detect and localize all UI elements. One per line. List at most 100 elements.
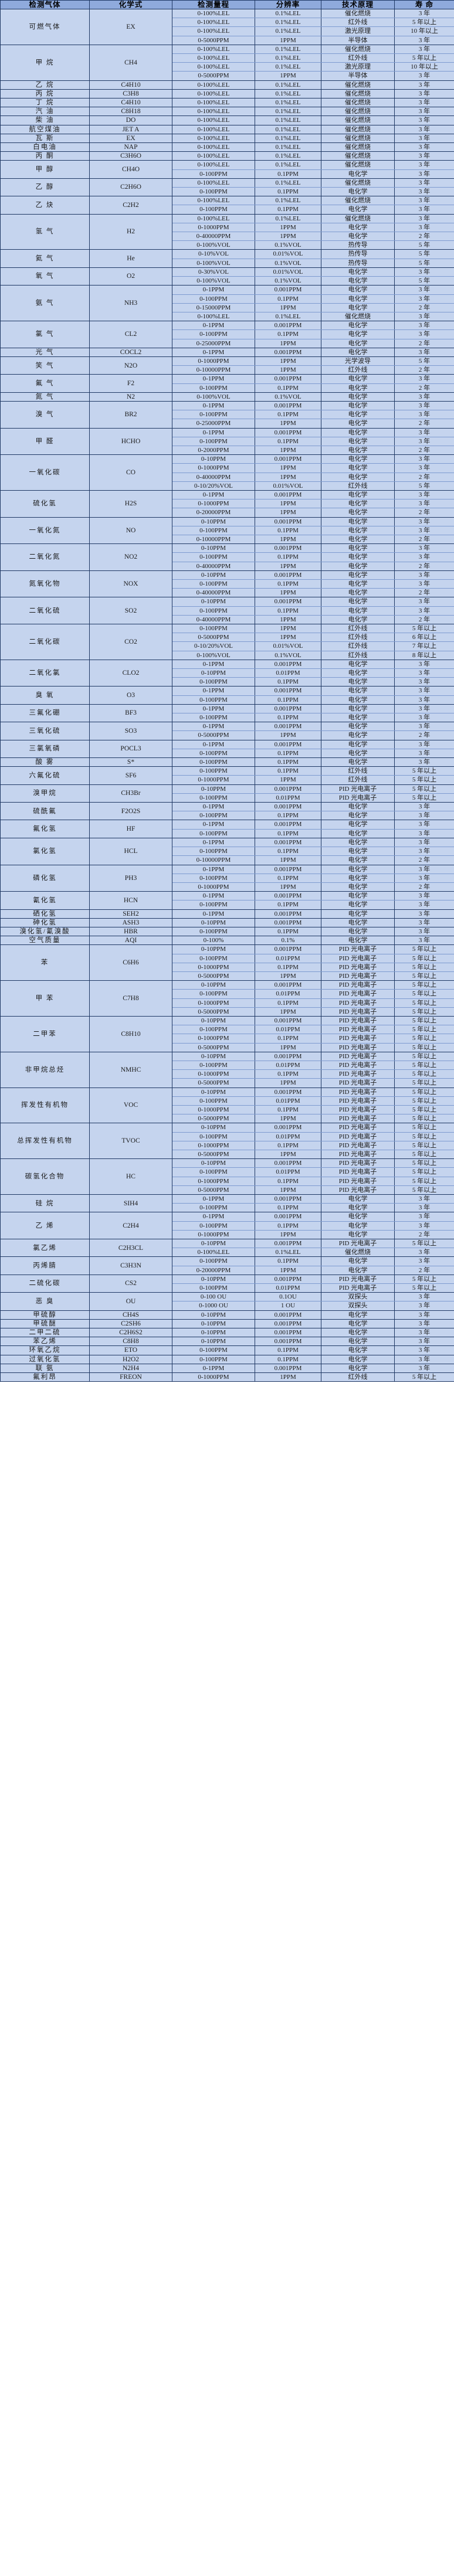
cell-resolution: 1PPM: [255, 365, 321, 375]
cell-technology: PID 光电离子: [321, 1015, 395, 1026]
table-row: 甲硫醚 C2SH6 0-10PPM 0.001PPM 电化学 3 年: [0, 1318, 454, 1329]
cell-lifespan: 3 年: [394, 1354, 454, 1364]
cell-lifespan: 5 年以上: [394, 1087, 454, 1097]
cell-technology: 催化燃烧: [321, 1248, 395, 1258]
table-row: 0-1000PPM 1PPM 电化学 2 年: [1, 1229, 454, 1240]
cell-range: 0-10%VOL: [172, 249, 255, 259]
cell-resolution: 0.001PPM: [255, 686, 321, 696]
cell-technology: 催化燃烧: [321, 115, 395, 125]
cell-resolution: 0.1PPM: [255, 757, 321, 767]
cell-chemical-formula: O2: [89, 267, 172, 286]
cell-lifespan: 5 年以上: [394, 980, 454, 990]
column-header-formula: 化学式: [89, 0, 172, 9]
cell-lifespan: 2 年: [394, 534, 454, 545]
cell-technology: 红外线: [321, 1372, 395, 1382]
cell-technology: 催化燃烧: [321, 196, 395, 206]
cell-gas-name: 恶 臭: [0, 1292, 90, 1311]
cell-lifespan: 3 年: [394, 579, 454, 589]
table-row: 丁 烷 C4H10 0-100%LEL 0.1%LEL 催化燃烧 3 年: [0, 98, 454, 108]
cell-resolution: 0.1PPM: [255, 1069, 321, 1079]
table-row: 0-100PPM 0.1PPM 电化学 3 年: [1, 329, 454, 339]
cell-range: 0-100%LEL: [172, 151, 255, 161]
cell-gas-name: 酸 雾: [0, 757, 90, 767]
cell-range: 0-1PPM: [172, 321, 255, 331]
cell-lifespan: 3 年: [394, 1212, 454, 1222]
cell-range: 0-10000PPM: [172, 855, 255, 865]
cell-range: 0-40000PPM: [172, 232, 255, 242]
cell-range: 0-100PPM: [172, 713, 255, 723]
cell-lifespan: 5 年以上: [394, 1069, 454, 1079]
cell-lifespan: 3 年: [394, 133, 454, 144]
cell-lifespan: 3 年: [394, 80, 454, 90]
cell-chemical-formula: C3H6O: [89, 151, 172, 161]
table-row: 0-25000PPM 1PPM 电化学 2 年: [1, 338, 454, 348]
table-row: 硫酰氟 F2O2S 0-1PPM 0.001PPM 电化学 3 年: [0, 802, 454, 821]
cell-chemical-formula: N2O: [89, 356, 172, 375]
cell-technology: 电化学: [321, 677, 395, 687]
cell-resolution: 1PPM: [255, 1372, 321, 1382]
cell-lifespan: 3 年: [394, 704, 454, 714]
cell-technology: 催化燃烧: [321, 311, 395, 322]
cell-range: 0-1PPM: [172, 427, 255, 437]
cell-range: 0-1000PPM: [172, 1372, 255, 1382]
cell-gas-name: 氟化氢: [0, 820, 90, 838]
cell-lifespan: 3 年: [394, 722, 454, 732]
cell-range: 0-40000PPM: [172, 472, 255, 482]
cell-range: 0-100%LEL: [172, 44, 255, 55]
cell-range: 0-100PPM: [172, 1060, 255, 1070]
cell-resolution: 0.1%LEL: [255, 213, 321, 223]
cell-range: 0-1PPM: [172, 704, 255, 714]
cell-gas-name: 氰化氢: [0, 891, 90, 910]
cell-lifespan: 2 年: [394, 1229, 454, 1240]
cell-technology: 电化学: [321, 730, 395, 740]
cell-chemical-formula: SO2: [89, 597, 172, 625]
cell-gas-name: 挥发性有机物: [0, 1087, 90, 1124]
cell-lifespan: 3 年: [394, 1318, 454, 1329]
cell-technology: 电化学: [321, 891, 395, 901]
cell-resolution: 0.1PPM: [255, 926, 321, 937]
cell-resolution: 0.1PPM: [255, 695, 321, 705]
table-row: 0-100PPM 0.01PPM PID 光电离子 5 年以上: [1, 793, 454, 803]
cell-gas-name: 一氧化氮: [0, 516, 90, 545]
cell-range: 0-1PPM: [172, 374, 255, 384]
cell-technology: 催化燃烧: [321, 178, 395, 188]
table-row: 一氧化氮 NO 0-10PPM 0.001PPM 电化学 3 年: [0, 516, 454, 545]
table-row: 0-100%LEL 0.1%LEL 红外线 5 年以上: [1, 18, 454, 28]
table-row: 0-10PPM 0.01PPM 电化学 3 年: [1, 668, 454, 678]
cell-gas-name: 氦 气: [0, 249, 90, 268]
cell-chemical-formula: DO: [89, 115, 172, 125]
cell-chemical-formula: AQI: [89, 936, 172, 946]
cell-technology: 热传导: [321, 240, 395, 250]
cell-chemical-formula: C4H10: [89, 98, 172, 108]
cell-gas-name: 硒化氢: [0, 909, 90, 919]
cell-technology: 电化学: [321, 321, 395, 331]
cell-technology: 电化学: [321, 1310, 395, 1320]
cell-technology: 电化学: [321, 499, 395, 509]
cell-technology: PID 光电离子: [321, 1007, 395, 1017]
cell-range: 0-5000PPM: [172, 1185, 255, 1195]
cell-technology: 催化燃烧: [321, 8, 395, 19]
cell-chemical-formula: C2H6S2: [89, 1328, 172, 1338]
cell-technology: 电化学: [321, 1221, 395, 1231]
table-header: 检测气体 化学式 检测量程 分辨率 技术原理 寿 命: [0, 0, 454, 9]
cell-technology: 电化学: [321, 427, 395, 437]
cell-lifespan: 5 年: [394, 481, 454, 491]
cell-lifespan: 3 年: [394, 668, 454, 678]
cell-resolution: 1PPM: [255, 1042, 321, 1052]
cell-lifespan: 3 年: [394, 570, 454, 580]
cell-lifespan: 3 年: [394, 436, 454, 446]
cell-resolution: 0.001PPM: [255, 722, 321, 732]
cell-gas-name: 砷化氢: [0, 917, 90, 927]
cell-lifespan: 10 年以上: [394, 62, 454, 72]
table-row: 乙 醇 C2H6O 0-100%LEL 0.1%LEL 催化燃烧 3 年: [0, 178, 454, 197]
table-row: 0-10000PPM 1PPM 电化学 2 年: [1, 534, 454, 545]
cell-technology: 电化学: [321, 917, 395, 927]
cell-technology: 电化学: [321, 490, 395, 500]
cell-chemical-formula: C2H6O: [89, 178, 172, 197]
cell-resolution: 0.001PPM: [255, 570, 321, 580]
cell-resolution: 0.1%LEL: [255, 53, 321, 63]
cell-lifespan: 3 年: [394, 837, 454, 848]
table-row: 氟利昂 FREON 0-1000PPM 1PPM 红外线 5 年以上: [0, 1372, 454, 1382]
cell-range: 0-1000PPM: [172, 356, 255, 366]
cell-resolution: 0.1PPM: [255, 962, 321, 972]
